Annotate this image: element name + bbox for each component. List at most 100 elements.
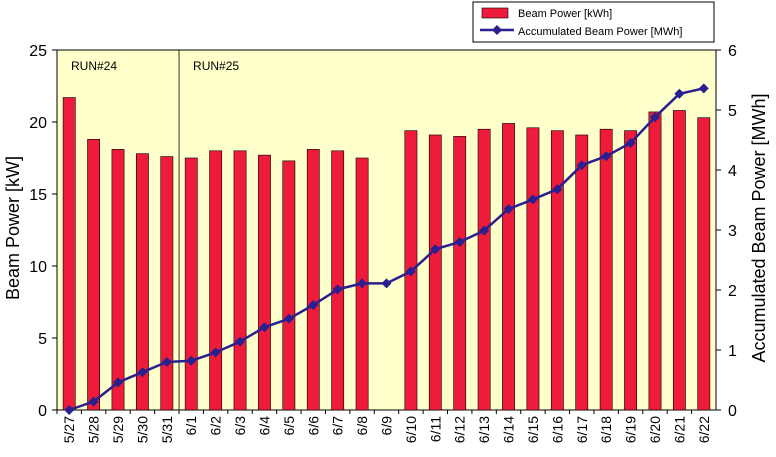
bar: [233, 150, 247, 411]
bar: [306, 149, 320, 411]
line-point: [308, 300, 319, 310]
line-point: [405, 266, 416, 277]
bar: [453, 136, 467, 411]
bar: [282, 160, 296, 411]
left-tick-label: 0: [38, 403, 47, 420]
bar: [648, 111, 662, 411]
bar: [136, 153, 149, 411]
legend-bar-label: Beam Power [kWh]: [518, 8, 612, 20]
x-tick-label: 6/22: [696, 416, 712, 443]
legend-line-label: Accumulated Beam Power [MWh]: [518, 26, 682, 38]
bar: [331, 150, 345, 411]
bar: [624, 130, 637, 411]
x-tick-label: 6/18: [598, 416, 614, 443]
legend-box: [472, 1, 715, 43]
bar-series: [62, 97, 711, 411]
bar: [258, 154, 271, 411]
x-tick-label: 6/4: [256, 416, 272, 436]
x-tick-label: 5/31: [159, 416, 175, 443]
line-point: [210, 347, 221, 358]
left-axis: 0 5 10 15 20 25: [29, 43, 57, 420]
x-tick-label: 6/16: [549, 416, 565, 443]
right-tick-label: 0: [728, 403, 737, 420]
left-tick-label: 20: [29, 115, 47, 132]
bar: [672, 110, 686, 411]
bar: [428, 134, 442, 411]
line-point: [698, 83, 709, 94]
bar: [160, 156, 174, 411]
line-series: [64, 83, 709, 415]
x-tick-label: 6/14: [501, 416, 517, 443]
run-label-2: RUN#25: [193, 59, 239, 73]
legend: Beam Power [kWh] Accumulated Beam Power …: [472, 1, 715, 43]
line-point: [357, 278, 368, 289]
right-tick-label: 3: [728, 223, 737, 240]
x-tick-label: 6/10: [403, 416, 419, 443]
line-point: [88, 396, 99, 407]
right-tick-label: 4: [728, 163, 737, 180]
run-annotations: RUN#24 RUN#25: [71, 50, 239, 410]
bar: [209, 150, 223, 411]
right-tick-label: 6: [728, 43, 737, 60]
left-tick-label: 10: [29, 259, 47, 276]
line-point: [137, 367, 148, 378]
line-point: [259, 322, 270, 333]
x-tick-label: 6/3: [232, 416, 248, 436]
bar: [575, 134, 589, 411]
x-tick-label: 6/21: [671, 416, 687, 443]
plot-background: [56, 49, 717, 411]
left-axis-title: Beam Power [kW]: [3, 156, 23, 300]
x-tick-label: 5/27: [61, 416, 77, 443]
line-point: [381, 278, 392, 289]
right-axis-title: Accumulated Beam Power [MWh]: [749, 93, 769, 362]
x-tick-label: 6/15: [525, 416, 541, 443]
bar: [111, 149, 125, 411]
x-axis: 5/27 5/28 5/29 5/30 5/31 6/1 6/2 6/3 6/4 6/5 6/6 6/…: [56, 410, 712, 443]
x-tick-label: 6/5: [281, 416, 297, 436]
line-point: [283, 313, 294, 324]
line-point: [235, 336, 246, 347]
line-point: [479, 225, 490, 236]
left-tick-label: 25: [29, 43, 47, 60]
left-tick-label: 15: [29, 187, 47, 204]
left-tick-label: 5: [38, 331, 47, 348]
legend-bar-swatch: [481, 7, 509, 19]
x-tick-label: 6/13: [476, 416, 492, 443]
line-point: [674, 88, 685, 99]
line-point: [332, 284, 343, 295]
bar: [697, 117, 711, 411]
line-point: [430, 244, 441, 255]
plot-area: [56, 49, 717, 411]
x-tick-label: 6/20: [647, 416, 663, 443]
bar: [502, 123, 515, 411]
bar: [184, 157, 198, 411]
bar: [526, 127, 540, 411]
line-point: [601, 151, 612, 162]
bar: [599, 128, 613, 411]
x-tick-label: 6/9: [379, 416, 395, 436]
x-tick-label: 6/8: [354, 416, 370, 436]
x-tick-label: 6/6: [305, 416, 321, 436]
x-tick-label: 6/2: [208, 416, 224, 436]
x-tick-label: 6/11: [427, 416, 443, 442]
bar: [550, 130, 564, 411]
right-tick-label: 2: [728, 283, 737, 300]
bar: [62, 97, 76, 411]
line-point: [113, 377, 124, 388]
line-point: [186, 355, 197, 366]
line-point: [161, 357, 172, 367]
line-point: [625, 138, 636, 148]
line-point: [454, 237, 465, 247]
x-tick-label: 6/12: [452, 416, 468, 443]
run-label-1: RUN#24: [71, 59, 117, 73]
line-point: [527, 194, 538, 205]
x-tick-label: 5/28: [86, 416, 102, 443]
x-tick-label: 6/17: [574, 416, 590, 443]
x-tick-label: 5/30: [134, 416, 150, 443]
legend-line-marker: [492, 25, 502, 35]
line-point: [552, 184, 563, 195]
x-tick-label: 6/19: [623, 416, 639, 443]
line-point: [649, 112, 660, 123]
right-tick-label: 1: [728, 343, 737, 360]
x-tick-label: 6/7: [330, 416, 346, 436]
